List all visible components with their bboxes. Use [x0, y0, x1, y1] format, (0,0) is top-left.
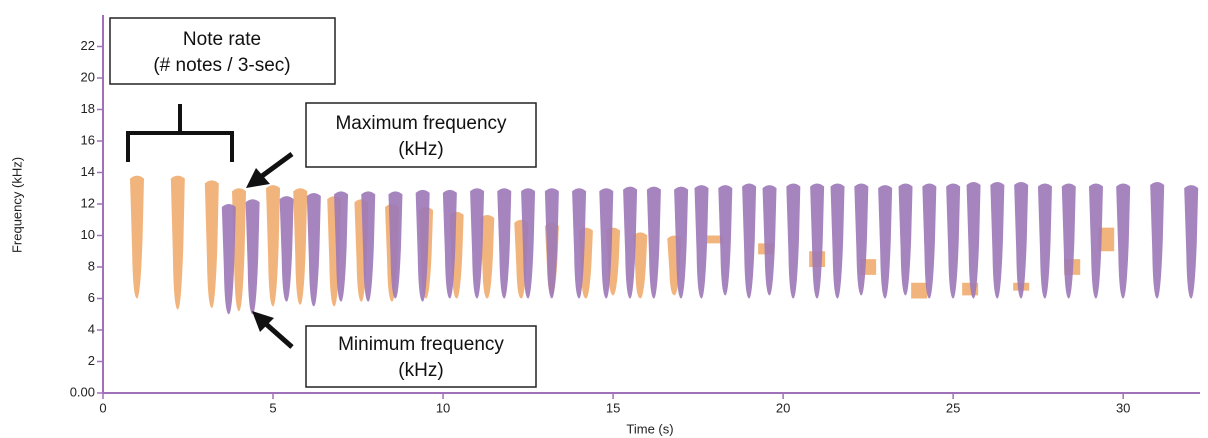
note	[293, 188, 308, 305]
y-tick-label: 14	[81, 164, 95, 179]
note	[388, 191, 403, 299]
note	[306, 192, 321, 307]
annotation: Maximum frequency	[335, 113, 507, 134]
note	[1116, 183, 1131, 299]
note	[232, 188, 247, 312]
note	[1061, 183, 1076, 299]
annotation: Minimum frequency	[338, 334, 504, 355]
note	[497, 188, 512, 299]
arrow	[264, 322, 294, 349]
note	[521, 188, 536, 299]
y-tick-label: 4	[88, 321, 95, 336]
note	[633, 232, 648, 299]
note	[1014, 181, 1029, 299]
note	[1184, 185, 1199, 299]
plot-area	[130, 175, 1199, 315]
y-tick-label: 0.00	[70, 384, 95, 399]
annotation-box	[109, 17, 336, 85]
note	[718, 185, 733, 296]
y-tick-label: 8	[88, 258, 95, 273]
note	[911, 282, 928, 299]
y-tick-label: 12	[81, 195, 95, 210]
bracket	[126, 104, 234, 162]
note	[221, 204, 236, 315]
note	[742, 183, 757, 299]
note	[762, 185, 777, 296]
note	[245, 199, 260, 315]
note	[694, 185, 709, 299]
note	[990, 181, 1005, 299]
arrow	[260, 151, 294, 179]
x-tick-label: 15	[606, 400, 620, 415]
note	[415, 189, 430, 302]
x-axis-title: Time (s)	[626, 421, 673, 436]
x-tick-label: 25	[946, 400, 960, 415]
annotation: Note rate	[183, 29, 261, 50]
note	[1088, 183, 1103, 299]
note	[480, 215, 495, 299]
note	[674, 186, 689, 299]
note	[442, 189, 457, 299]
note	[830, 183, 845, 299]
note	[878, 185, 893, 299]
note	[1037, 183, 1052, 299]
arrow-head	[252, 311, 274, 332]
note	[279, 196, 294, 302]
note	[544, 188, 559, 299]
note	[922, 183, 937, 299]
note	[946, 183, 961, 299]
x-tick-label: 10	[436, 400, 450, 415]
x-tick-label: 5	[269, 400, 276, 415]
note	[623, 186, 638, 299]
y-tick-label: 16	[81, 132, 95, 147]
note	[361, 191, 376, 302]
note	[599, 188, 614, 299]
note	[334, 191, 349, 302]
y-tick-label: 18	[81, 101, 95, 116]
note	[204, 180, 219, 308]
note	[966, 181, 981, 299]
note	[170, 175, 185, 310]
y-tick-label: 20	[81, 69, 95, 84]
note	[1098, 227, 1115, 252]
x-tick-label: 0	[99, 400, 106, 415]
note	[470, 188, 485, 299]
note	[1150, 181, 1165, 299]
note	[130, 175, 145, 299]
annotation: (# notes / 3-sec)	[153, 55, 290, 76]
y-tick-label: 6	[88, 290, 95, 305]
annotation: (kHz)	[398, 139, 443, 160]
annotation-box	[305, 325, 537, 388]
note	[786, 183, 801, 299]
note	[854, 183, 869, 296]
arrow-head	[246, 168, 270, 188]
y-tick-label: 2	[88, 353, 95, 368]
y-tick-label: 22	[81, 38, 95, 53]
note	[707, 235, 724, 244]
x-tick-label: 20	[776, 400, 790, 415]
note	[266, 185, 281, 307]
note	[572, 188, 587, 299]
note	[898, 183, 913, 296]
y-tick-label: 10	[81, 227, 95, 242]
x-tick-label: 30	[1116, 400, 1130, 415]
note	[646, 186, 661, 299]
annotation: (kHz)	[398, 360, 443, 381]
y-axis-title: Frequency (kHz)	[9, 157, 24, 253]
note	[810, 183, 825, 299]
annotation-box	[305, 102, 537, 168]
